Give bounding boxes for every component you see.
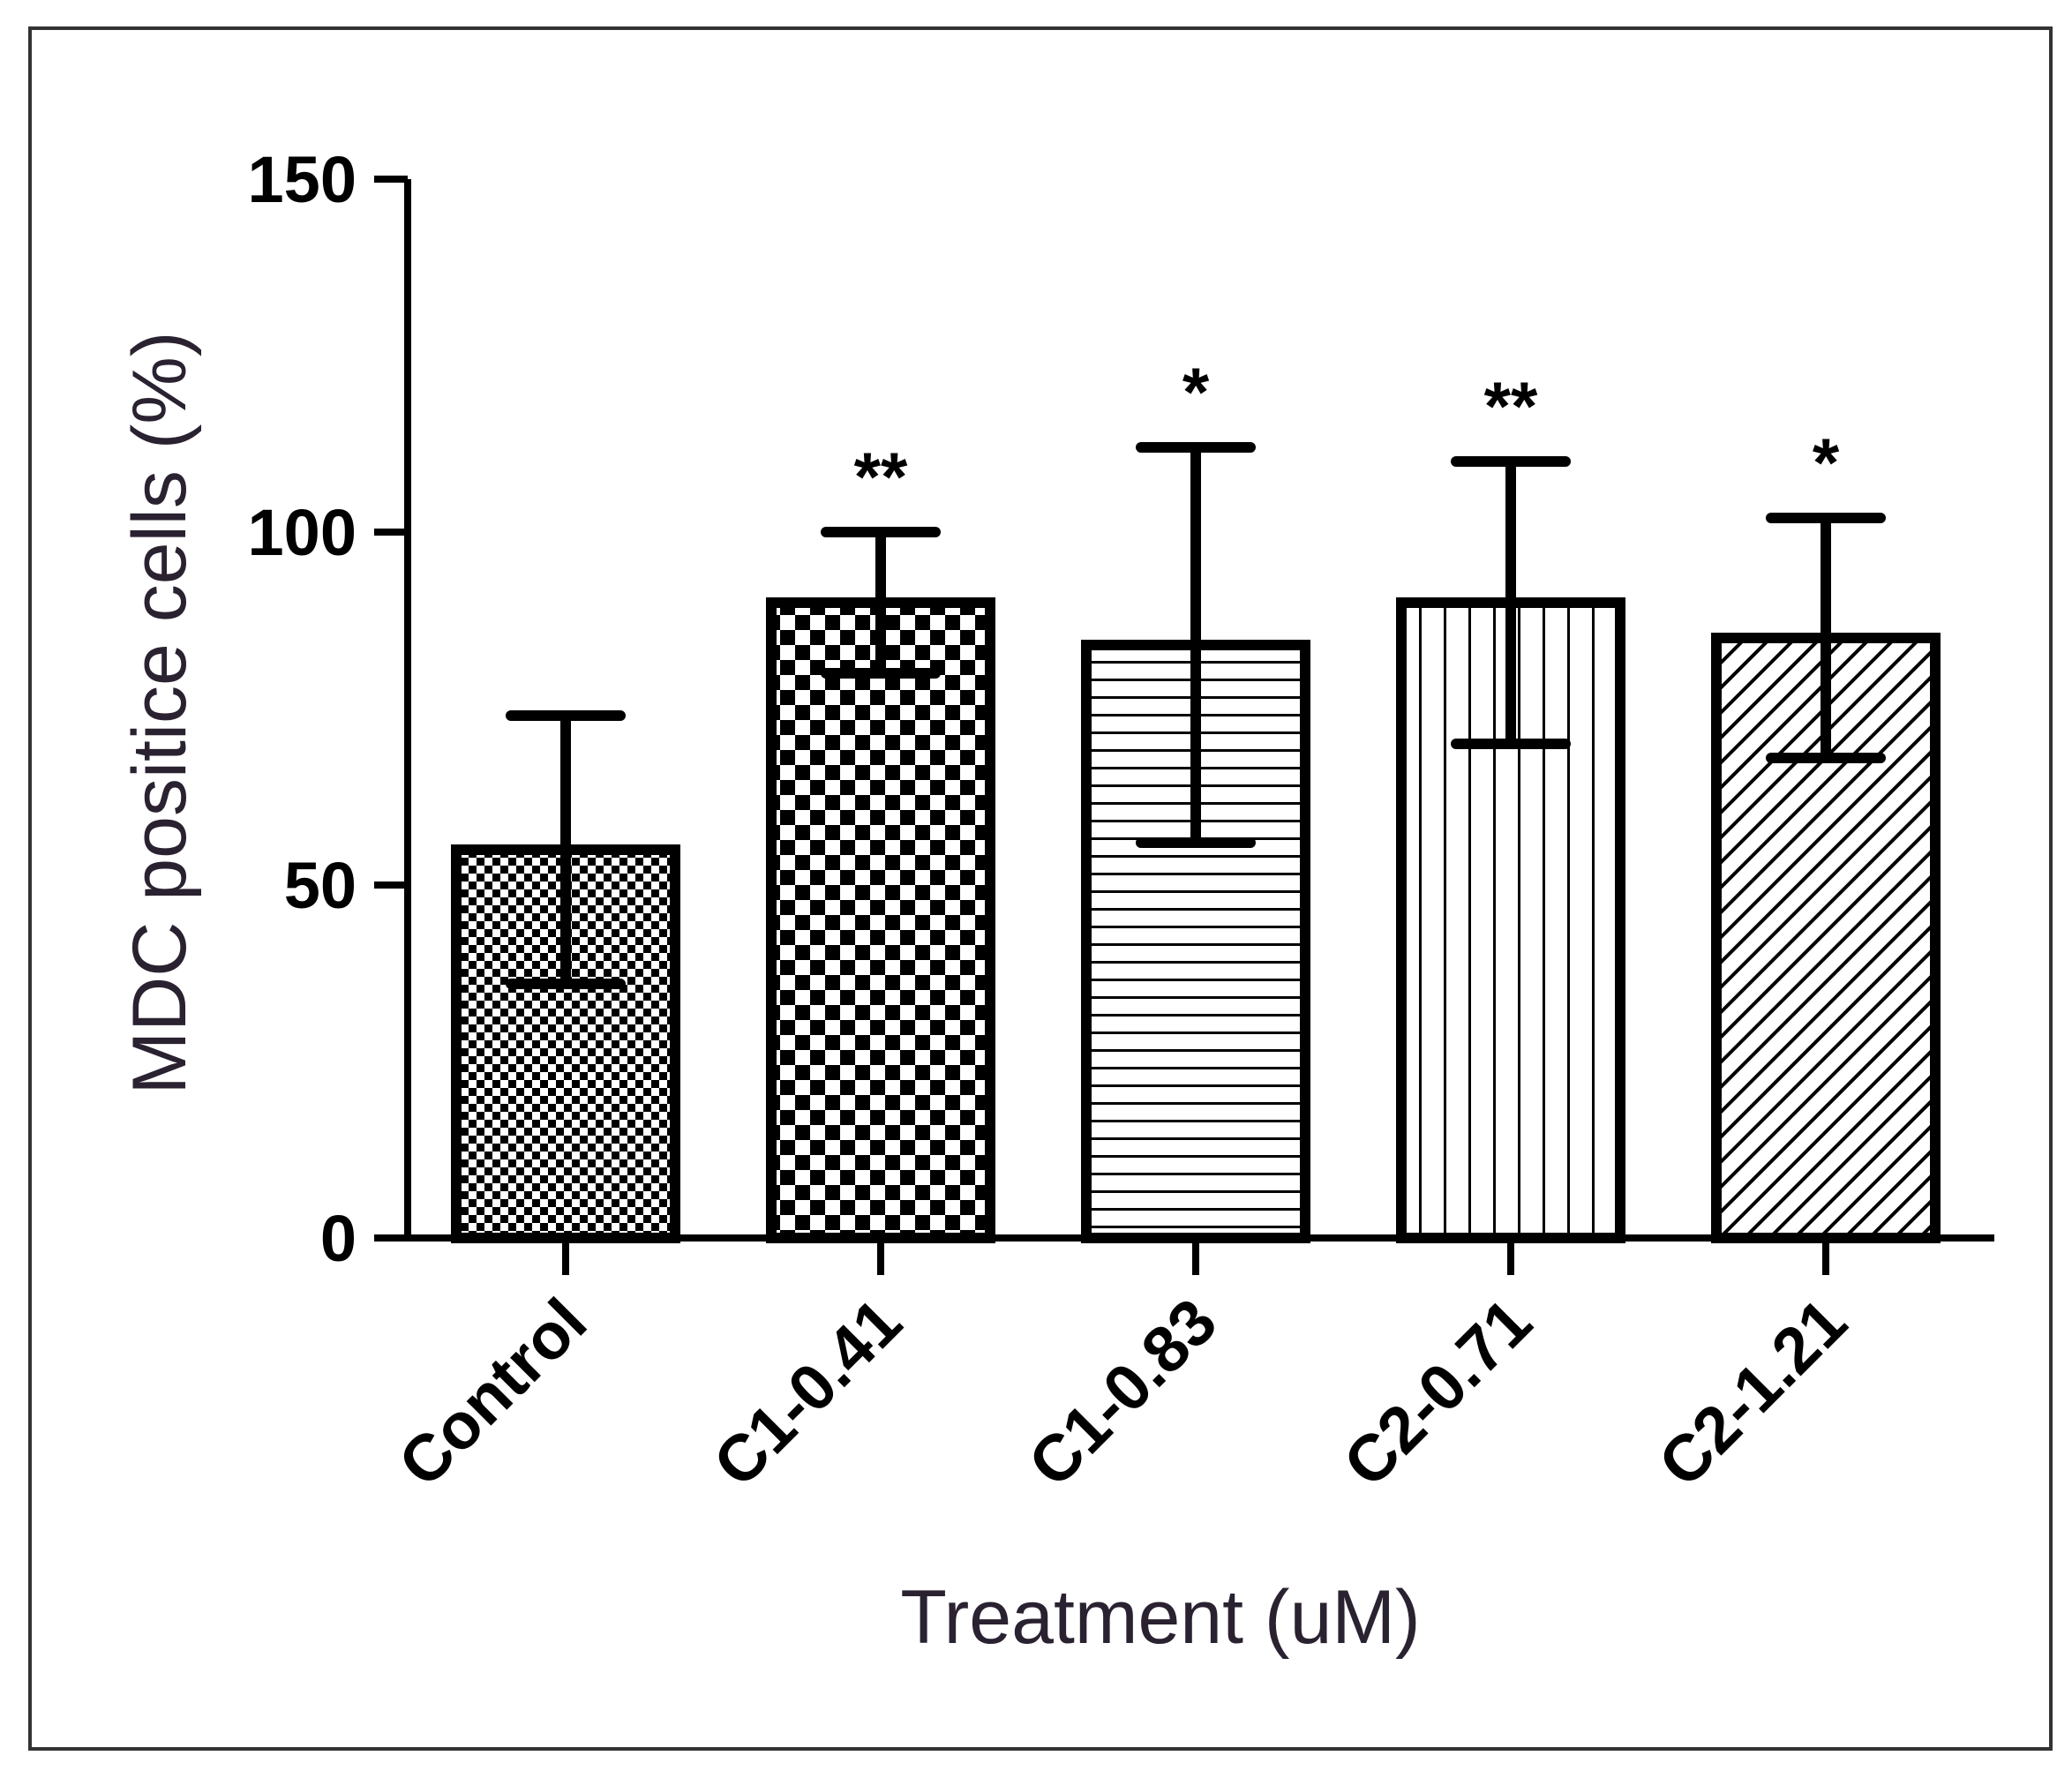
significance-marker: ** — [854, 438, 908, 515]
bar-c1-0.41 — [766, 597, 995, 1243]
y-tick-label: 100 — [248, 496, 357, 569]
plot-area: 0 50 100 150 Control ** C1-0.41 * C1-0.83 ** C2-0.… — [248, 143, 1994, 1500]
y-axis-title: MDC positice cells (%) — [117, 332, 202, 1095]
figure-frame — [28, 26, 2053, 1751]
y-tick-label: 0 — [320, 1202, 357, 1275]
x-tick-label: C2-0.71 — [1329, 1285, 1545, 1501]
x-tick-label: C1-0.41 — [699, 1285, 915, 1501]
significance-marker: * — [1182, 353, 1210, 431]
x-axis-title: Treatment (uM) — [900, 1575, 1420, 1660]
x-tick-label: C1-0.83 — [1014, 1285, 1230, 1501]
y-tick-label: 50 — [284, 849, 357, 922]
significance-marker: * — [1813, 424, 1840, 501]
x-tick-label: Control — [385, 1285, 601, 1501]
significance-marker: ** — [1484, 367, 1538, 445]
y-tick-label: 150 — [248, 143, 357, 216]
x-tick-label: C2-1.21 — [1644, 1285, 1860, 1501]
